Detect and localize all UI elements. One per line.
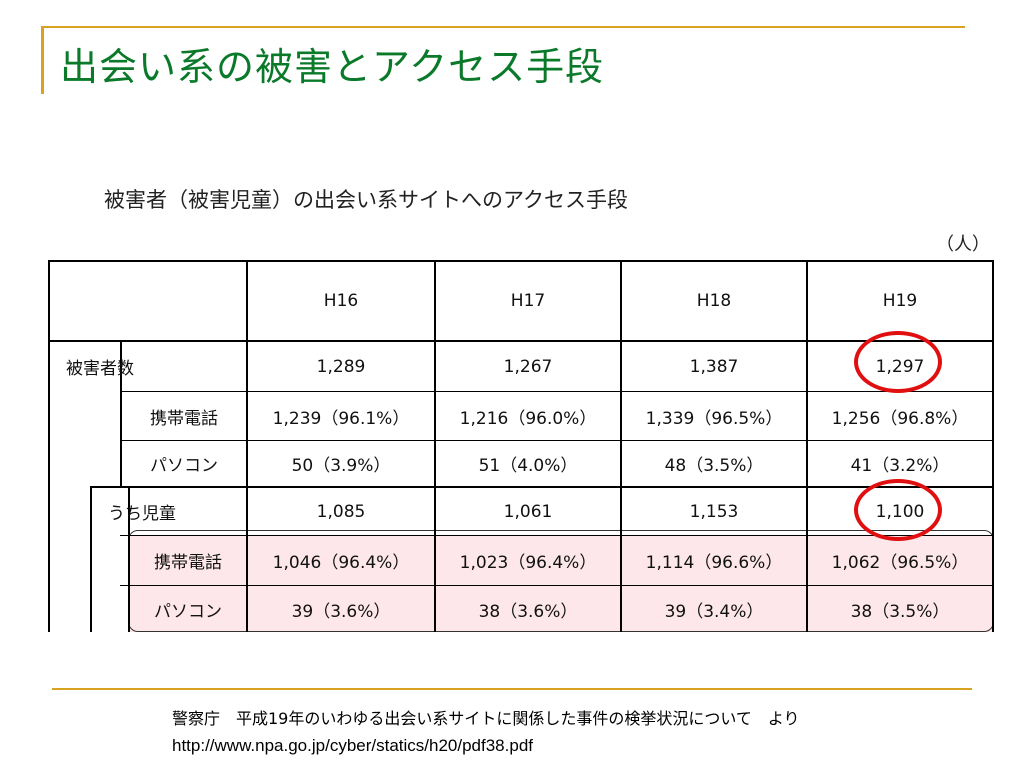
header-h16: H16 <box>323 291 359 311</box>
child-pc-row-bg <box>130 585 992 632</box>
table-cell: 41（3.2%） <box>850 456 950 476</box>
table-cell: 50（3.9%） <box>291 456 391 476</box>
table-cell: 1,046（96.4%） <box>272 553 410 573</box>
row-label-children: うち児童 <box>108 504 176 524</box>
row-label-child-mobile: 携帯電話 <box>154 553 222 573</box>
data-table: H16 H17 H18 H19 被害者数 1,289 1,267 1,387 1… <box>48 260 994 632</box>
table-title: 被害者（被害児童）の出会い系サイトへのアクセス手段 <box>104 188 628 212</box>
table-cell: 1,061 <box>503 501 553 522</box>
row-label-pc: パソコン <box>150 456 218 476</box>
source-text: 警察庁 平成19年のいわゆる出会い系サイトに関係した事件の検挙状況について より <box>172 709 800 728</box>
slide-title: 出会い系の被害とアクセス手段 <box>60 45 605 89</box>
table-cell: 1,114（96.6%） <box>645 553 783 573</box>
table-cell: 48（3.5%） <box>664 456 764 476</box>
header-h17: H17 <box>510 291 546 311</box>
footer-rule <box>52 688 972 690</box>
table-cell: 38（3.6%） <box>478 601 578 622</box>
table-cell: 1,023（96.4%） <box>459 553 597 573</box>
table-cell: 39（3.4%） <box>664 601 764 622</box>
table-cell: 39（3.6%） <box>291 601 391 622</box>
table-cell: 38（3.5%） <box>850 601 950 622</box>
table-cell: 1,267 <box>503 356 553 377</box>
emphasis-circle-victims-h19 <box>854 331 942 393</box>
row-label-child-pc: パソコン <box>154 601 222 622</box>
header-h19: H19 <box>882 291 918 311</box>
table-cell: 1,216（96.0%） <box>459 408 597 429</box>
source-url: http://www.npa.go.jp/cyber/statics/h20/p… <box>172 736 533 755</box>
table-cell: 1,339（96.5%） <box>645 408 783 429</box>
header-h18: H18 <box>696 291 732 311</box>
table-cell: 1,256（96.8%） <box>831 408 969 429</box>
table-cell: 1,239（96.1%） <box>272 408 410 429</box>
title-left-rule <box>41 28 44 94</box>
title-top-rule <box>41 26 965 28</box>
table-cell: 1,153 <box>689 501 739 522</box>
table-cell: 1,289 <box>316 356 366 377</box>
row-label-mobile: 携帯電話 <box>150 408 218 429</box>
child-mobile-row-bg <box>130 535 992 585</box>
table-cell: 1,062（96.5%） <box>831 553 969 573</box>
row-label-victims: 被害者数 <box>66 359 134 379</box>
table-cell: 1,085 <box>316 501 366 522</box>
table-cell: 51（4.0%） <box>478 456 578 476</box>
emphasis-circle-children-h19 <box>854 479 942 541</box>
table-cell: 1,387 <box>689 356 739 377</box>
unit-label: （人） <box>936 234 990 255</box>
